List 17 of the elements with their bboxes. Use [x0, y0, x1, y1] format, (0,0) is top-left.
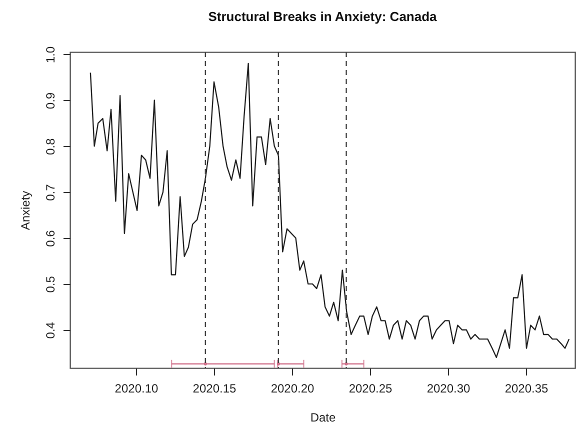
y-tick-label: 0.6 [44, 230, 58, 247]
y-tick-label: 0.5 [44, 276, 58, 293]
x-tick-label: 2020.30 [426, 382, 471, 396]
y-tick-label: 0.4 [44, 322, 58, 339]
y-tick-label: 1.0 [44, 46, 58, 64]
y-tick-label: 0.9 [44, 92, 58, 110]
x-tick-label: 2020.15 [192, 382, 237, 396]
x-axis-title: Date [310, 410, 336, 424]
x-tick-label: 2020.20 [270, 382, 315, 396]
x-tick-label: 2020.35 [504, 382, 549, 396]
y-tick-label: 0.7 [44, 184, 58, 201]
line-series [90, 62, 570, 358]
chart-title: Structural Breaks in Anxiety: Canada [208, 8, 438, 24]
x-tick-label: 2020.10 [114, 382, 158, 396]
y-axis-title: Anxiety [18, 190, 32, 230]
x-tick-label: 2020.25 [348, 382, 393, 396]
y-tick-label: 0.8 [44, 138, 58, 155]
